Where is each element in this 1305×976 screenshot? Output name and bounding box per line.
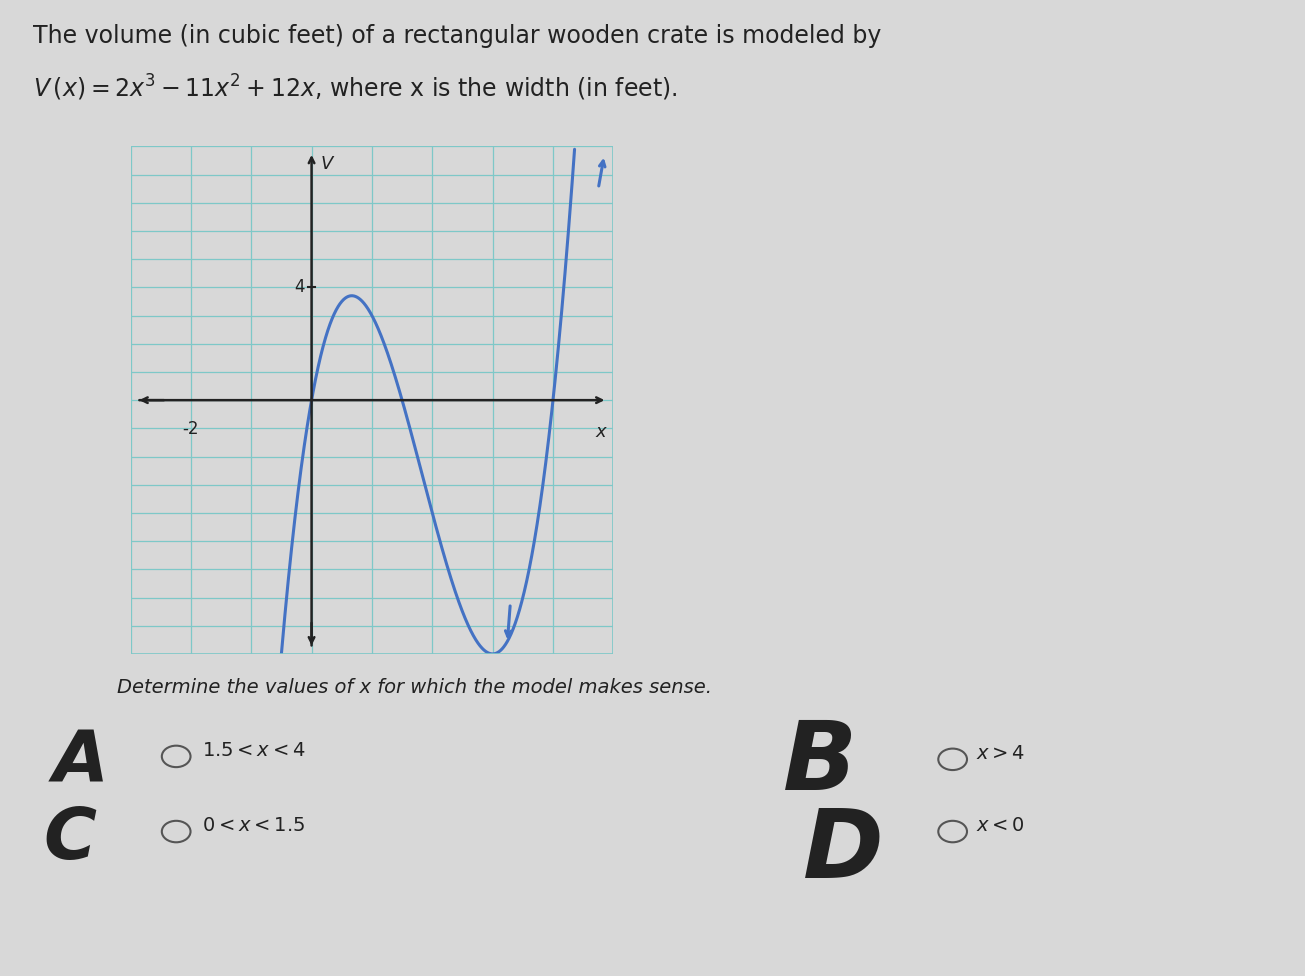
Text: 4: 4 xyxy=(294,278,304,297)
Text: C: C xyxy=(43,805,97,874)
Text: x: x xyxy=(596,423,607,441)
Text: $0 < x < 1.5$: $0 < x < 1.5$ xyxy=(202,816,305,835)
Text: The volume (in cubic feet) of a rectangular wooden crate is modeled by: The volume (in cubic feet) of a rectangu… xyxy=(33,24,881,49)
Text: $x < 0$: $x < 0$ xyxy=(976,816,1026,835)
Text: A: A xyxy=(52,727,108,796)
Text: $x > 4$: $x > 4$ xyxy=(976,744,1026,763)
Text: $V\,(x) = 2x^3 - 11x^2 + 12x$, where x is the width (in feet).: $V\,(x) = 2x^3 - 11x^2 + 12x$, where x i… xyxy=(33,73,677,103)
Text: Determine the values of x for which the model makes sense.: Determine the values of x for which the … xyxy=(117,678,713,697)
Text: D: D xyxy=(803,805,883,898)
Text: -2: -2 xyxy=(183,420,200,438)
Text: B: B xyxy=(783,717,857,810)
Text: V: V xyxy=(321,155,333,173)
Text: $1.5 < x < 4$: $1.5 < x < 4$ xyxy=(202,741,305,760)
